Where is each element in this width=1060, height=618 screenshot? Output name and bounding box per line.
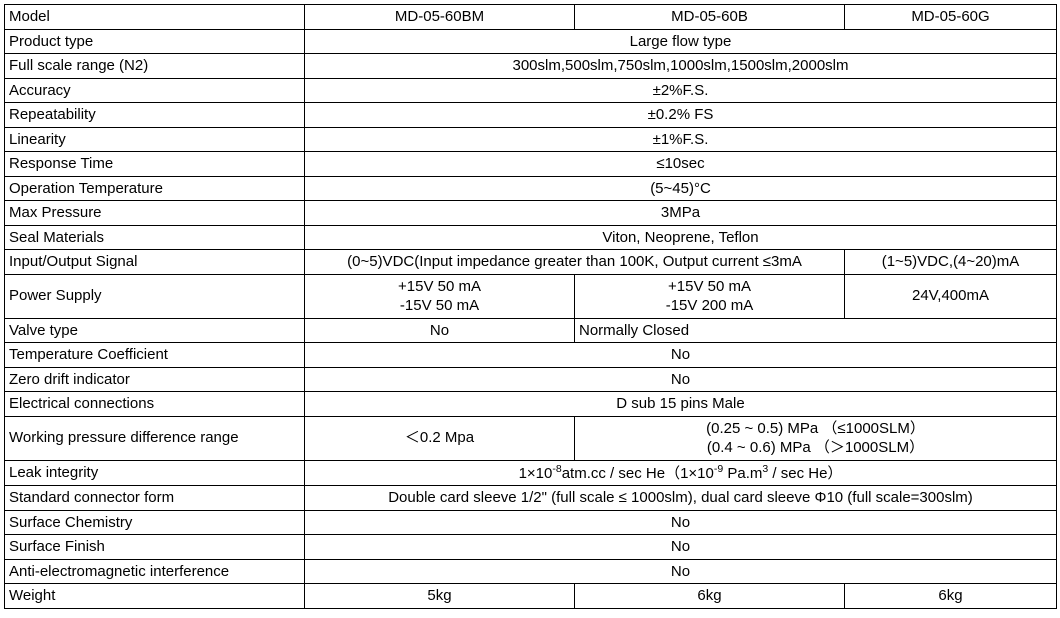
cell-wp-diff-1: ＜0.2 Mpa	[305, 416, 575, 460]
cell-max-pressure: 3MPa	[305, 201, 1057, 226]
cell-power-supply-2: +15V 50 mA -15V 200 mA	[575, 274, 845, 318]
cell-linearity: ±1%F.S.	[305, 127, 1057, 152]
cell-seal-materials: Viton, Neoprene, Teflon	[305, 225, 1057, 250]
row-std-connector: Standard connector form Double card slee…	[5, 486, 1057, 511]
cell-model-2: MD-05-60B	[575, 5, 845, 30]
cell-weight-3: 6kg	[845, 584, 1057, 609]
cell-power-supply-1: +15V 50 mA -15V 50 mA	[305, 274, 575, 318]
cell-power-supply-3: 24V,400mA	[845, 274, 1057, 318]
cell-valve-type-1: No	[305, 318, 575, 343]
row-elec-conn: Electrical connections D sub 15 pins Mal…	[5, 392, 1057, 417]
label-leak-integrity: Leak integrity	[5, 460, 305, 486]
cell-elec-conn: D sub 15 pins Male	[305, 392, 1057, 417]
row-zero-drift: Zero drift indicator No	[5, 367, 1057, 392]
label-io-signal: Input/Output Signal	[5, 250, 305, 275]
label-accuracy: Accuracy	[5, 78, 305, 103]
label-product-type: Product type	[5, 29, 305, 54]
cell-accuracy: ±2%F.S.	[305, 78, 1057, 103]
label-max-pressure: Max Pressure	[5, 201, 305, 226]
cell-weight-1: 5kg	[305, 584, 575, 609]
cell-response-time: ≤10sec	[305, 152, 1057, 177]
wp-l2: (0.4 ~ 0.6) MPa （＞1000SLM）	[707, 439, 924, 456]
cell-anti-emi: No	[305, 559, 1057, 584]
cell-leak-integrity: 1×10-8atm.cc / sec He（1×10-9 Pa.m3 / sec…	[305, 460, 1057, 486]
row-anti-emi: Anti-electromagnetic interference No	[5, 559, 1057, 584]
cell-repeatability: ±0.2% FS	[305, 103, 1057, 128]
row-weight: Weight 5kg 6kg 6kg	[5, 584, 1057, 609]
row-op-temp: Operation Temperature (5~45)°C	[5, 176, 1057, 201]
label-surf-chem: Surface Chemistry	[5, 510, 305, 535]
label-seal-materials: Seal Materials	[5, 225, 305, 250]
label-linearity: Linearity	[5, 127, 305, 152]
row-valve-type: Valve type No Normally Closed	[5, 318, 1057, 343]
row-model: Model MD-05-60BM MD-05-60B MD-05-60G	[5, 5, 1057, 30]
row-surf-finish: Surface Finish No	[5, 535, 1057, 560]
row-full-scale-range: Full scale range (N2) 300slm,500slm,750s…	[5, 54, 1057, 79]
cell-temp-coef: No	[305, 343, 1057, 368]
wp-l1: (0.25 ~ 0.5) MPa （≤1000SLM）	[706, 420, 925, 437]
cell-std-connector: Double card sleeve 1/2" (full scale ≤ 10…	[305, 486, 1057, 511]
row-surf-chem: Surface Chemistry No	[5, 510, 1057, 535]
ps1-l2: -15V 50 mA	[400, 297, 479, 314]
row-power-supply: Power Supply +15V 50 mA -15V 50 mA +15V …	[5, 274, 1057, 318]
cell-model-1: MD-05-60BM	[305, 5, 575, 30]
label-response-time: Response Time	[5, 152, 305, 177]
row-leak-integrity: Leak integrity 1×10-8atm.cc / sec He（1×1…	[5, 460, 1057, 486]
row-accuracy: Accuracy ±2%F.S.	[5, 78, 1057, 103]
label-temp-coef: Temperature Coefficient	[5, 343, 305, 368]
cell-io-signal-3: (1~5)VDC,(4~20)mA	[845, 250, 1057, 275]
row-wp-diff: Working pressure difference range ＜0.2 M…	[5, 416, 1057, 460]
label-repeatability: Repeatability	[5, 103, 305, 128]
row-io-signal: Input/Output Signal (0~5)VDC(Input imped…	[5, 250, 1057, 275]
cell-product-type: Large flow type	[305, 29, 1057, 54]
row-temp-coef: Temperature Coefficient No	[5, 343, 1057, 368]
cell-zero-drift: No	[305, 367, 1057, 392]
label-wp-diff: Working pressure difference range	[5, 416, 305, 460]
label-elec-conn: Electrical connections	[5, 392, 305, 417]
cell-wp-diff-23: (0.25 ~ 0.5) MPa （≤1000SLM） (0.4 ~ 0.6) …	[575, 416, 1057, 460]
cell-surf-chem: No	[305, 510, 1057, 535]
row-seal-materials: Seal Materials Viton, Neoprene, Teflon	[5, 225, 1057, 250]
label-power-supply: Power Supply	[5, 274, 305, 318]
cell-op-temp: (5~45)°C	[305, 176, 1057, 201]
label-zero-drift: Zero drift indicator	[5, 367, 305, 392]
label-surf-finish: Surface Finish	[5, 535, 305, 560]
ps2-l2: -15V 200 mA	[666, 297, 754, 314]
cell-model-3: MD-05-60G	[845, 5, 1057, 30]
cell-full-scale-range: 300slm,500slm,750slm,1000slm,1500slm,200…	[305, 54, 1057, 79]
label-op-temp: Operation Temperature	[5, 176, 305, 201]
cell-weight-2: 6kg	[575, 584, 845, 609]
label-std-connector: Standard connector form	[5, 486, 305, 511]
cell-surf-finish: No	[305, 535, 1057, 560]
row-repeatability: Repeatability ±0.2% FS	[5, 103, 1057, 128]
row-linearity: Linearity ±1%F.S.	[5, 127, 1057, 152]
row-max-pressure: Max Pressure 3MPa	[5, 201, 1057, 226]
cell-valve-type-23: Normally Closed	[575, 318, 1057, 343]
row-response-time: Response Time ≤10sec	[5, 152, 1057, 177]
row-product-type: Product type Large flow type	[5, 29, 1057, 54]
label-full-scale-range: Full scale range (N2)	[5, 54, 305, 79]
ps1-l1: +15V 50 mA	[398, 278, 481, 295]
label-valve-type: Valve type	[5, 318, 305, 343]
spec-table: Model MD-05-60BM MD-05-60B MD-05-60G Pro…	[4, 4, 1057, 609]
label-weight: Weight	[5, 584, 305, 609]
label-anti-emi: Anti-electromagnetic interference	[5, 559, 305, 584]
label-model: Model	[5, 5, 305, 30]
ps2-l1: +15V 50 mA	[668, 278, 751, 295]
cell-io-signal-12: (0~5)VDC(Input impedance greater than 10…	[305, 250, 845, 275]
